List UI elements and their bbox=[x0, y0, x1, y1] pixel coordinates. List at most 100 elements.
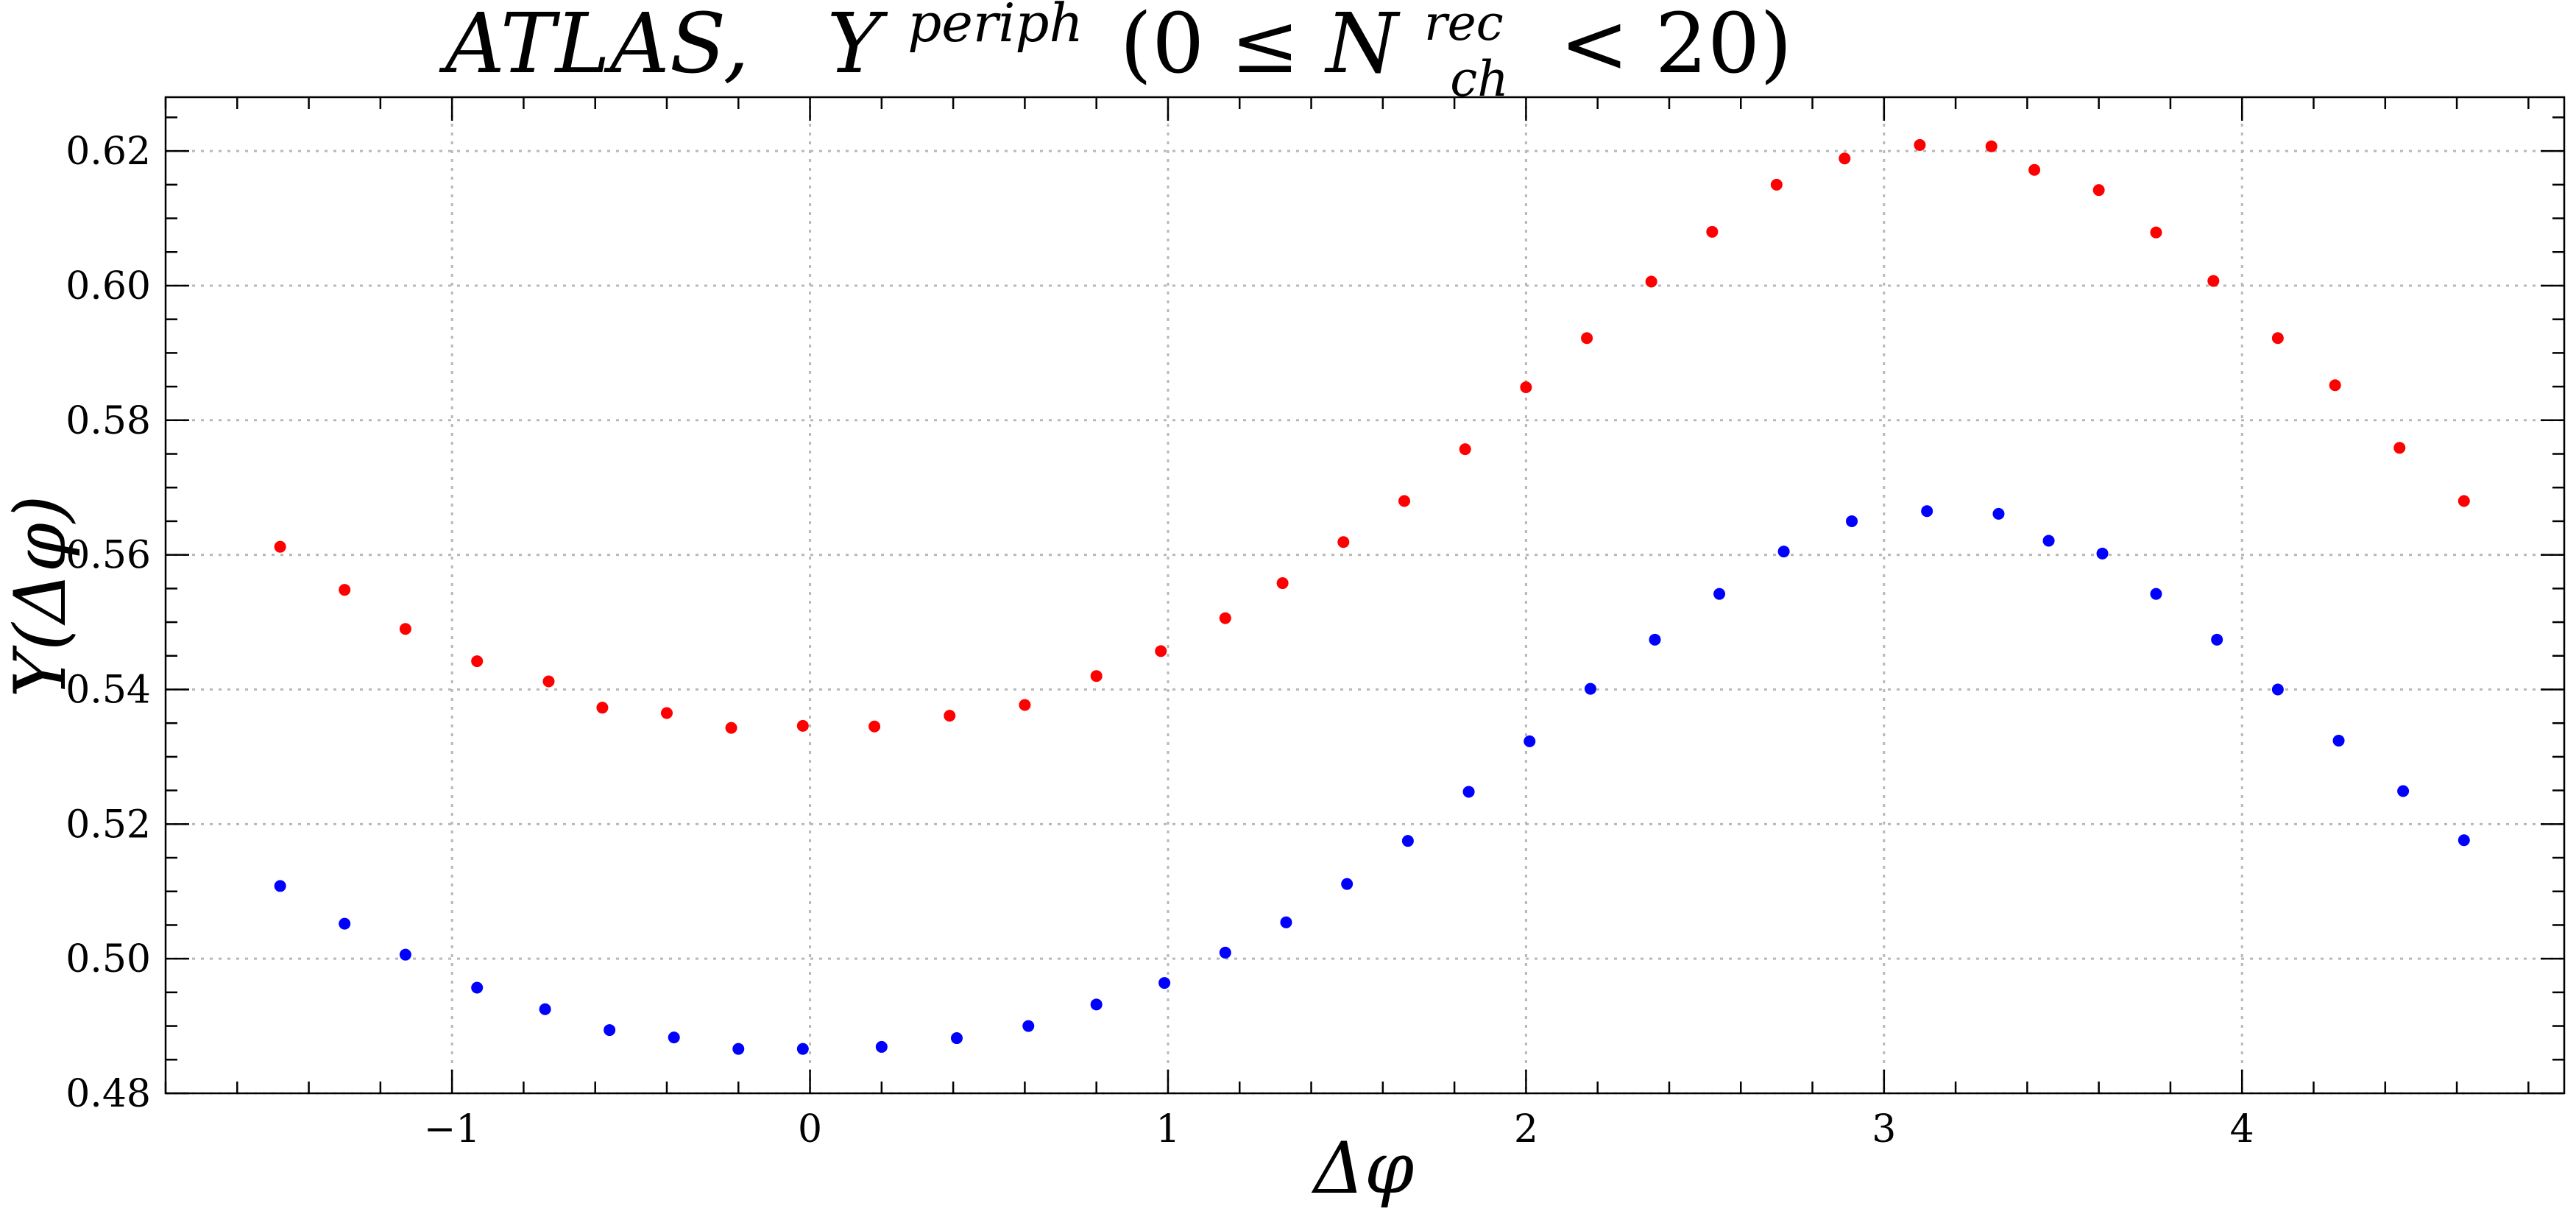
data-point-series-1 bbox=[399, 623, 411, 635]
y-tick-label: 0.60 bbox=[66, 264, 151, 308]
data-point-series-2 bbox=[2042, 535, 2055, 547]
x-axis-label: Δφ bbox=[1311, 1127, 1415, 1210]
data-point-series-1 bbox=[944, 710, 956, 722]
data-point-series-1 bbox=[1706, 225, 1719, 238]
data-point-series-1 bbox=[1520, 381, 1532, 394]
data-point-series-1 bbox=[2207, 275, 2220, 287]
data-point-series-2 bbox=[668, 1031, 680, 1044]
data-point-series-1 bbox=[1985, 140, 1998, 152]
data-point-series-1 bbox=[725, 722, 737, 734]
data-point-series-1 bbox=[1276, 577, 1289, 590]
data-point-series-2 bbox=[1777, 546, 1790, 558]
data-point-series-1 bbox=[2028, 163, 2041, 176]
title-prefix: ATLAS, bbox=[439, 0, 749, 92]
data-point-series-2 bbox=[2458, 834, 2470, 847]
data-point-series-2 bbox=[1584, 682, 1596, 695]
data-point-series-1 bbox=[542, 675, 555, 688]
data-point-series-2 bbox=[732, 1043, 745, 1055]
data-point-series-1 bbox=[1019, 699, 1031, 711]
data-point-series-1 bbox=[1645, 275, 1657, 288]
data-point-series-2 bbox=[1462, 786, 1475, 798]
data-point-series-1 bbox=[274, 540, 286, 553]
y-axis-label: Y(Δφ) bbox=[0, 495, 82, 698]
data-point-series-1 bbox=[2150, 226, 2162, 239]
data-point-series-1 bbox=[1090, 670, 1103, 682]
data-point-series-2 bbox=[2332, 734, 2345, 747]
title-n-subscript: ch bbox=[1450, 51, 1508, 107]
y-tick-label: 0.62 bbox=[66, 130, 151, 174]
data-point-series-2 bbox=[796, 1043, 809, 1055]
data-point-series-1 bbox=[1155, 645, 1167, 657]
data-point-series-2 bbox=[1713, 588, 1726, 600]
data-point-series-1 bbox=[339, 584, 351, 596]
axis-tick-labels: −1 0 1 2 3 4 0.48 0.50 0.52 0.54 0.56 0.58 0.60 0.62 bbox=[66, 130, 2254, 1151]
y-tick-label: 0.56 bbox=[66, 534, 151, 578]
x-tick-label: −1 bbox=[424, 1107, 481, 1151]
chart-title: ATLAS, Y periph (0 ≤ N rec ch < 20) bbox=[439, 0, 1792, 116]
data-point-series-1 bbox=[2271, 332, 2284, 345]
data-point-series-2 bbox=[339, 917, 351, 930]
data-point-series-2 bbox=[2150, 588, 2162, 600]
data-point-series-1 bbox=[660, 707, 673, 719]
data-point-series-2 bbox=[2397, 785, 2410, 797]
data-point-series-1 bbox=[1219, 612, 1231, 624]
title-n-superscript: rec bbox=[1424, 0, 1504, 52]
y-tick-label: 0.54 bbox=[66, 668, 151, 712]
x-tick-label: 3 bbox=[1872, 1107, 1896, 1151]
data-point-series-2 bbox=[1280, 916, 1292, 928]
y-tick-label: 0.48 bbox=[66, 1072, 151, 1116]
data-point-series-1 bbox=[2458, 495, 2470, 507]
grid bbox=[166, 97, 2564, 1095]
y-tick-label: 0.50 bbox=[66, 937, 151, 981]
data-point-series-2 bbox=[1846, 515, 1858, 527]
data-point-series-1 bbox=[1770, 178, 1783, 191]
x-tick-label: 4 bbox=[2230, 1107, 2254, 1151]
data-point-series-2 bbox=[539, 1003, 551, 1015]
data-point-series-1 bbox=[2329, 379, 2341, 392]
data-point-series-2 bbox=[604, 1024, 616, 1037]
x-tick-label: 0 bbox=[798, 1107, 822, 1151]
data-point-series-1 bbox=[796, 719, 809, 732]
x-tick-label: 2 bbox=[1514, 1107, 1538, 1151]
title-range-close: < 20) bbox=[1560, 0, 1792, 92]
x-tick-label: 1 bbox=[1156, 1107, 1180, 1151]
data-point-series-1 bbox=[1337, 536, 1350, 548]
data-point-series-2 bbox=[1992, 507, 2005, 520]
data-point-series-2 bbox=[2211, 633, 2223, 646]
data-point-series-2 bbox=[274, 880, 286, 892]
data-point-series-2 bbox=[1341, 878, 1354, 890]
data-point-series-2 bbox=[1921, 505, 1933, 518]
data-point-series-2 bbox=[1219, 946, 1231, 959]
data-point-series-2 bbox=[950, 1032, 963, 1045]
data-point-series-1 bbox=[1459, 443, 1471, 456]
title-n-symbol: N bbox=[1323, 0, 1401, 92]
data-point-series-2 bbox=[2271, 683, 2284, 696]
data-point-series-2 bbox=[1524, 735, 1536, 747]
data-point-series-2 bbox=[1090, 998, 1103, 1011]
data-point-series-1 bbox=[471, 655, 484, 668]
data-point-series-1 bbox=[1914, 138, 1926, 151]
axis-ticks bbox=[164, 97, 2564, 1095]
y-tick-label: 0.52 bbox=[66, 802, 151, 847]
data-point-series-1 bbox=[2092, 184, 2105, 197]
data-point-series-2 bbox=[1649, 633, 1661, 646]
data-point-series-1 bbox=[2393, 442, 2406, 454]
data-point-series-2 bbox=[1158, 977, 1171, 990]
data-point-series-2 bbox=[1401, 835, 1414, 847]
data-point-series-2 bbox=[1022, 1020, 1035, 1032]
title-y-superscript: periph bbox=[907, 0, 1083, 54]
y-tick-label: 0.58 bbox=[66, 399, 151, 443]
data-point-series-2 bbox=[399, 948, 411, 961]
data-point-series-1 bbox=[1839, 152, 1851, 165]
data-point-series-1 bbox=[868, 720, 881, 733]
data-point-series-1 bbox=[1398, 495, 1411, 507]
data-point-series-2 bbox=[875, 1040, 888, 1053]
data-point-series-1 bbox=[596, 702, 609, 714]
data-point-series-2 bbox=[471, 981, 484, 994]
title-y-symbol: Y bbox=[827, 0, 888, 92]
data-point-series-2 bbox=[2096, 547, 2109, 560]
data-point-series-1 bbox=[1581, 332, 1593, 345]
data-points bbox=[274, 138, 2470, 1055]
plot-frame bbox=[164, 96, 2566, 1095]
